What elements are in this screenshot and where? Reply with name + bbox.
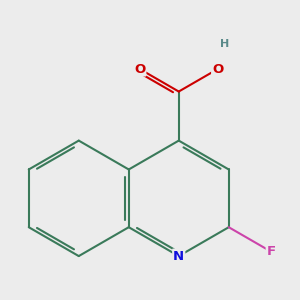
Text: O: O <box>134 62 146 76</box>
Text: H: H <box>220 39 229 49</box>
Text: O: O <box>212 62 224 76</box>
Text: F: F <box>267 245 276 258</box>
Text: N: N <box>173 250 184 262</box>
